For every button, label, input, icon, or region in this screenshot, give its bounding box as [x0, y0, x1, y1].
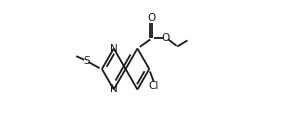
Text: N: N: [110, 84, 118, 95]
Text: S: S: [83, 56, 90, 66]
Text: N: N: [110, 43, 118, 54]
Text: Cl: Cl: [149, 81, 159, 91]
Text: O: O: [148, 14, 156, 23]
Text: O: O: [162, 33, 170, 43]
